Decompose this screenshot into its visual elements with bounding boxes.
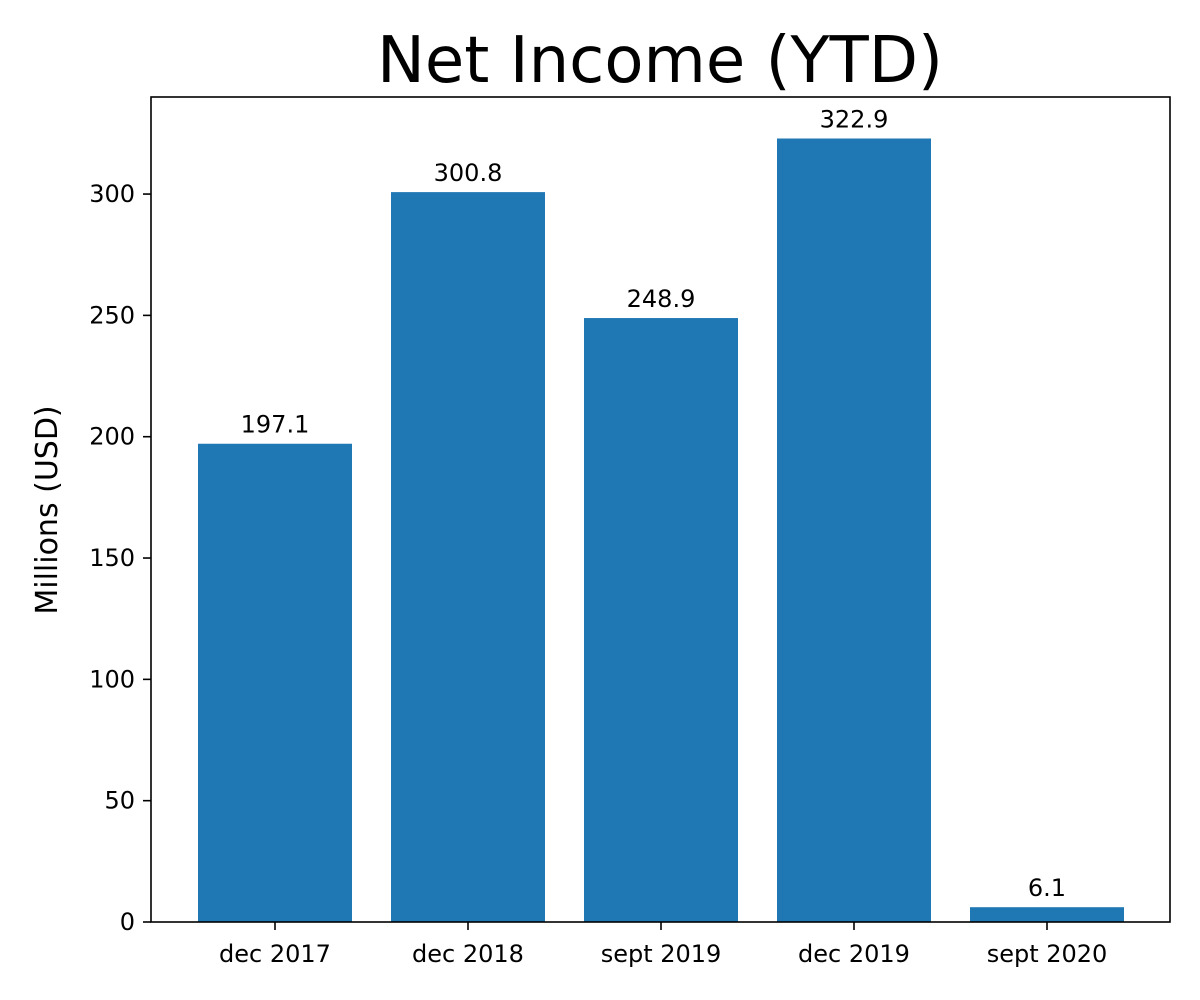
x-tick-label: dec 2017 — [219, 940, 331, 968]
plot-frame — [150, 96, 1171, 923]
y-tick-label: 200 — [89, 423, 135, 451]
data-label-sept-2020: 6.1 — [1028, 874, 1066, 902]
y-tick-label: 100 — [89, 665, 135, 693]
y-tick-label: 300 — [89, 180, 135, 208]
bar-sept-2019 — [584, 318, 738, 922]
data-label-sept-2019: 248.9 — [627, 285, 696, 313]
x-tick-label: dec 2019 — [798, 940, 910, 968]
x-tick-label: sept 2020 — [987, 940, 1108, 968]
y-tick-label: 250 — [89, 301, 135, 329]
data-label-dec-2017: 197.1 — [241, 411, 310, 439]
x-tick-label: dec 2018 — [412, 940, 524, 968]
bar-dec-2017 — [198, 443, 352, 922]
bar-dec-2019 — [777, 138, 931, 922]
y-axis-ticks: 0 50 100 150 200 250 300 — [89, 180, 151, 936]
y-axis-label: Millions (USD) — [30, 405, 65, 614]
y-tick-label: 150 — [89, 544, 135, 572]
bar-sept-2020 — [970, 907, 1124, 922]
data-labels: 197.1 300.8 248.9 322.9 6.1 — [241, 105, 1066, 902]
bar-dec-2018 — [391, 192, 545, 922]
bar-series — [198, 138, 1124, 922]
y-tick-label: 0 — [120, 908, 135, 936]
data-label-dec-2019: 322.9 — [820, 105, 889, 133]
data-label-dec-2018: 300.8 — [434, 159, 503, 187]
chart-title: Net Income (YTD) — [377, 24, 943, 98]
x-tick-label: sept 2019 — [601, 940, 722, 968]
y-tick-label: 50 — [104, 787, 135, 815]
x-axis-ticks: dec 2017 dec 2018 sept 2019 dec 2019 sept 20… — [219, 922, 1107, 968]
